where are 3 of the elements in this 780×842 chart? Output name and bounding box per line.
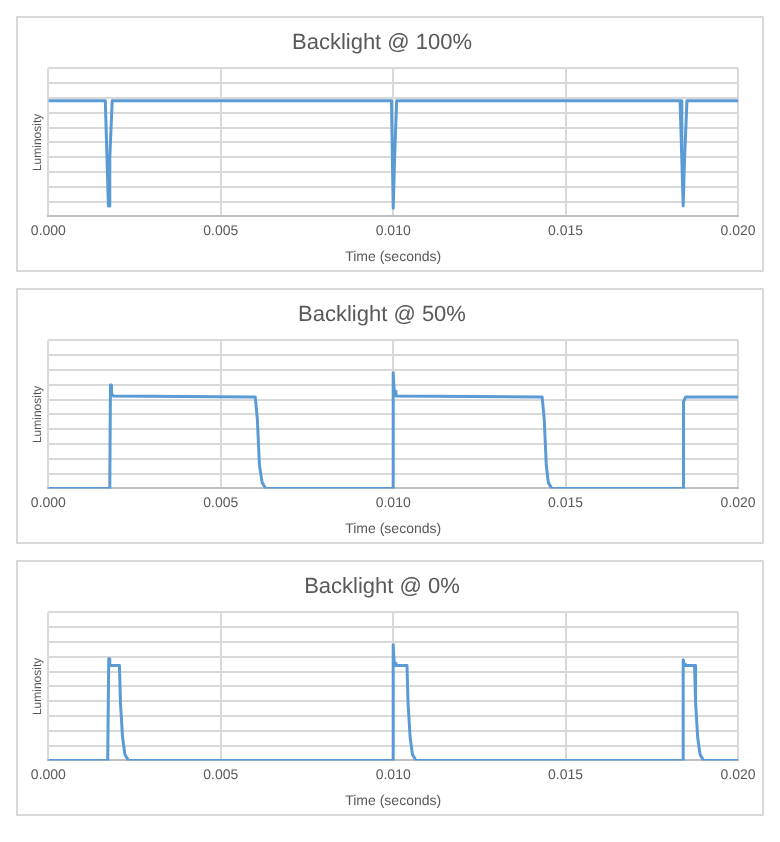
chart-title: Backlight @ 0% (304, 575, 461, 600)
chart-title: Backlight @ 100% (291, 31, 473, 56)
chart-title: Backlight @ 50% (298, 303, 467, 328)
